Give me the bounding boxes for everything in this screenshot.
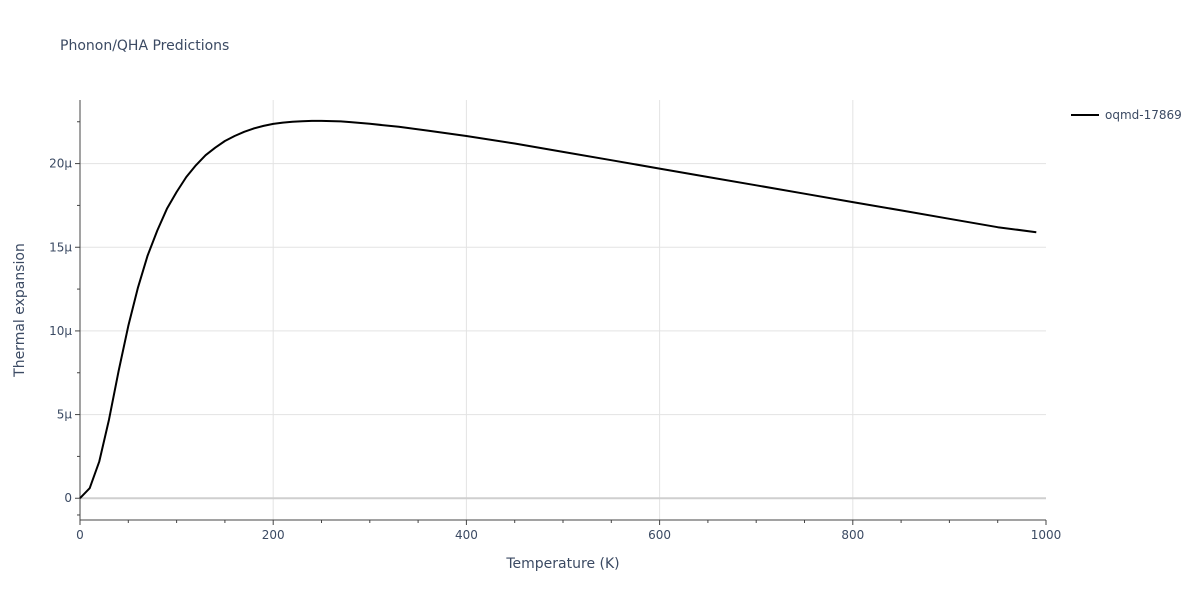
x-tick-label: 1000 (1031, 528, 1062, 542)
y-tick-label: 10μ (49, 324, 72, 338)
x-axis-title: Temperature (K) (505, 556, 619, 572)
chart-title: Phonon/QHA Predictions (60, 38, 229, 54)
series-line[interactable] (79, 119, 1037, 499)
tick-labels: 0 200 400 600 800 1000 0 5μ 10μ 15μ 20μ (49, 157, 1061, 542)
x-tick-label: 0 (76, 528, 84, 542)
legend-item-label: oqmd-17869 (1105, 108, 1182, 122)
axes (75, 100, 1047, 525)
legend[interactable]: oqmd-17869 (1071, 108, 1182, 122)
x-tick-label: 600 (648, 528, 671, 542)
x-tick-label: 800 (841, 528, 864, 542)
x-tick-label: 400 (455, 528, 478, 542)
y-axis-title: Thermal expansion (12, 243, 28, 378)
y-tick-label: 0 (64, 491, 72, 505)
y-tick-label: 20μ (49, 157, 72, 171)
x-tick-label: 200 (262, 528, 285, 542)
grid (80, 100, 1046, 520)
y-tick-label: 5μ (57, 408, 73, 422)
y-tick-label: 15μ (49, 240, 72, 254)
plot-area (79, 119, 1037, 499)
